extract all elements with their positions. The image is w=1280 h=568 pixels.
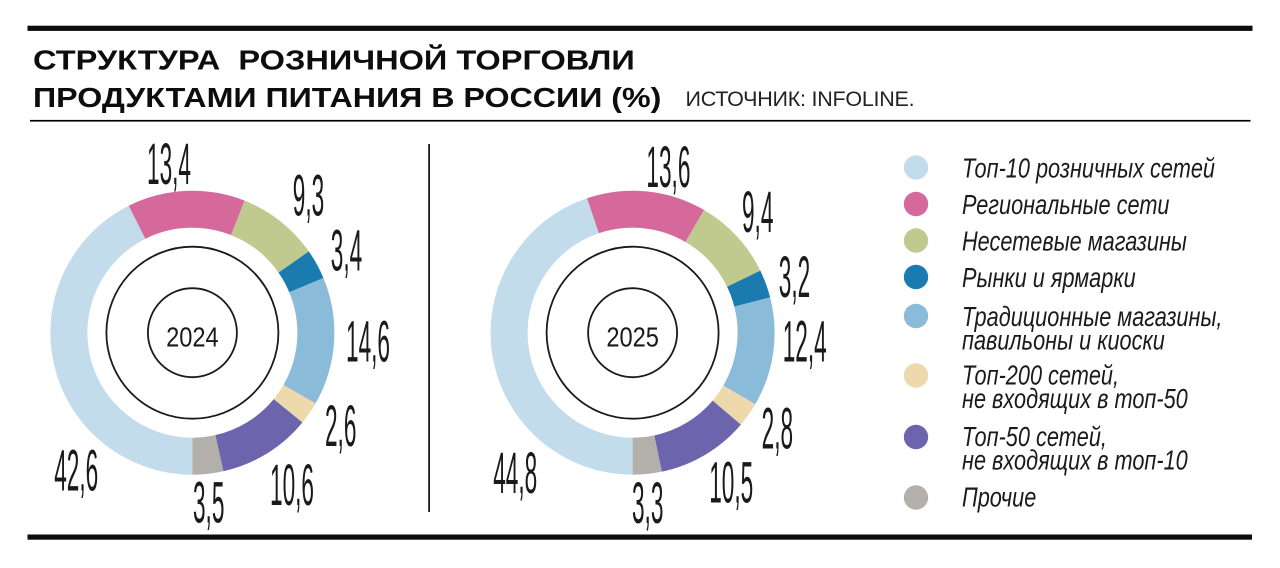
svg-text:2,6: 2,6 <box>325 395 356 460</box>
svg-text:10,6: 10,6 <box>270 454 314 519</box>
svg-text:9,4: 9,4 <box>742 181 773 246</box>
svg-text:13,4: 13,4 <box>147 133 191 198</box>
svg-text:ПРОДУКТАМИ ПИТАНИЯ В РОССИИ (%: ПРОДУКТАМИ ПИТАНИЯ В РОССИИ (%) <box>33 83 661 113</box>
svg-text:не входящих в топ-10: не входящих в топ-10 <box>962 446 1188 476</box>
svg-text:44,8: 44,8 <box>493 442 537 507</box>
svg-text:Топ-50 сетей,: Топ-50 сетей, <box>962 423 1107 453</box>
svg-text:3,3: 3,3 <box>632 472 663 537</box>
svg-text:не входящих в топ-50: не входящих в топ-50 <box>962 385 1188 415</box>
svg-text:Несетевые магазины: Несетевые магазины <box>962 227 1187 257</box>
svg-text:3,5: 3,5 <box>193 471 224 536</box>
svg-text:Топ-200 сетей,: Топ-200 сетей, <box>962 361 1119 391</box>
svg-text:Традиционные магазины,: Традиционные магазины, <box>962 303 1222 333</box>
svg-text:9,3: 9,3 <box>293 164 324 229</box>
svg-text:3,4: 3,4 <box>331 219 362 284</box>
svg-text:3,2: 3,2 <box>779 245 810 310</box>
svg-text:2024: 2024 <box>166 323 219 353</box>
svg-text:14,6: 14,6 <box>346 310 390 375</box>
svg-text:ИСТОЧНИК: INFOLINE.: ИСТОЧНИК: INFOLINE. <box>686 87 915 111</box>
svg-text:Региональные сети: Региональные сети <box>962 191 1170 221</box>
svg-text:13,6: 13,6 <box>646 135 690 200</box>
svg-text:10,5: 10,5 <box>709 451 753 516</box>
svg-text:Топ-10 розничных сетей: Топ-10 розничных сетей <box>962 154 1215 184</box>
svg-text:12,4: 12,4 <box>783 310 827 375</box>
svg-text:2,8: 2,8 <box>762 397 793 462</box>
svg-text:павильоны и киоски: павильоны и киоски <box>962 326 1165 356</box>
svg-text:42,6: 42,6 <box>54 439 98 504</box>
svg-text:Рынки и ярмарки: Рынки и ярмарки <box>962 264 1136 294</box>
svg-text:2025: 2025 <box>606 323 659 353</box>
svg-text:Прочие: Прочие <box>962 483 1036 513</box>
svg-text:СТРУКТУРА РОЗНИЧНОЙ ТОРГОВЛИ: СТРУКТУРА РОЗНИЧНОЙ ТОРГОВЛИ <box>33 45 635 76</box>
